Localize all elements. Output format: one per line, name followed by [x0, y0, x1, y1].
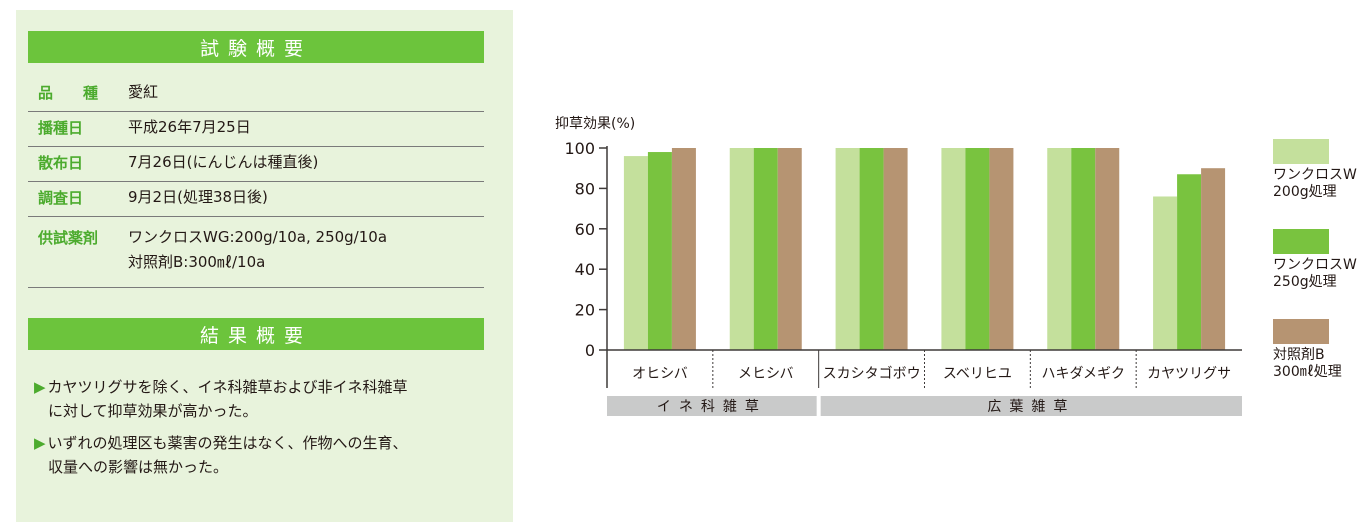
group-label: イネ科雑草: [657, 399, 767, 415]
legend-item-control-b: 対照剤B 300㎖処理: [1273, 319, 1342, 381]
legend-label: 300㎖処理: [1273, 364, 1342, 380]
legend-label: 対照剤B: [1273, 347, 1325, 363]
info-label: 品 種: [38, 84, 99, 102]
group-label: 広葉雑草: [987, 399, 1075, 415]
y-tick-label: 40: [575, 260, 595, 279]
bar: [989, 148, 1014, 350]
triangle-bullet-icon: ▶: [34, 378, 46, 396]
category-groups: イネ科雑草 広葉雑草: [607, 396, 1242, 416]
info-row-sowing-date: 播種日 平成26年7月25日: [28, 112, 484, 147]
legend-swatch: [1273, 319, 1329, 344]
info-value: 7月26日(にんじんは種直後): [128, 153, 319, 171]
legend-item-200g: ワンクロスW 200g処理: [1273, 139, 1357, 201]
bar: [1047, 148, 1072, 350]
x-axis: オヒシバ メヒシバ スカシタゴボウ スベリヒユ ハキダメギク カヤツリグサ: [606, 349, 1242, 388]
bar: [835, 148, 860, 350]
legend-label: 250g処理: [1273, 274, 1337, 290]
y-tick-label: 0: [585, 341, 595, 360]
info-row-spray-date: 散布日 7月26日(にんじんは種直後): [28, 147, 484, 182]
bullet-line: カヤツリグサを除く、イネ科雑草および非イネ科雑草: [47, 378, 408, 396]
x-tick-label: スベリヒユ: [943, 366, 1012, 382]
bar: [753, 148, 778, 350]
weed-control-chart: 抑草効果(%) 0 20 40 60 80 100 オヒシバ メヒシバ スカシタゴボウ スベリヒ…: [555, 116, 1242, 416]
legend-swatch: [1273, 139, 1329, 164]
info-value: 平成26年7月25日: [128, 118, 251, 136]
info-row-test-chemicals: 供試薬剤 ワンクロスWG:200g/10a, 250g/10a 対照剤B:300…: [28, 217, 484, 288]
bar: [671, 148, 696, 350]
y-axis-label: 抑草効果(%): [555, 116, 635, 132]
bar: [859, 148, 884, 350]
x-tick-label: メヒシバ: [738, 366, 794, 382]
info-label: 散布日: [38, 154, 84, 172]
bar: [1095, 148, 1120, 350]
legend-label: ワンクロスW: [1273, 257, 1357, 273]
info-label: 播種日: [38, 119, 84, 137]
info-value: 愛紅: [128, 83, 159, 101]
summary-panel: [16, 10, 513, 522]
x-tick-label: カヤツリグサ: [1147, 366, 1231, 382]
info-row-survey-date: 調査日 9月2日(処理38日後): [28, 182, 484, 217]
y-tick-label: 60: [575, 220, 595, 239]
triangle-bullet-icon: ▶: [34, 434, 46, 452]
test-summary-header: 試験概要: [28, 31, 484, 63]
info-value: ワンクロスWG:200g/10a, 250g/10a: [128, 228, 388, 246]
x-tick-label: ハキダメギク: [1041, 366, 1125, 382]
legend-item-250g: ワンクロスW 250g処理: [1273, 229, 1357, 291]
y-tick-label: 20: [575, 301, 595, 320]
bar: [777, 148, 802, 350]
info-value: 9月2日(処理38日後): [128, 188, 268, 206]
bar: [647, 152, 672, 350]
bullet-line: 収量への影響は無かった。: [48, 458, 229, 476]
y-tick-label: 100: [564, 139, 595, 158]
y-axis: 0 20 40 60 80 100: [564, 139, 608, 360]
y-tick-label: 80: [575, 179, 595, 198]
group-band: [607, 396, 817, 416]
bar: [1071, 148, 1096, 350]
x-tick-label: オヒシバ: [632, 366, 688, 382]
result-summary-header: 結果概要: [28, 318, 484, 350]
bar: [965, 148, 990, 350]
bar: [623, 156, 648, 350]
info-value-2: 対照剤B:300㎖/10a: [128, 253, 266, 271]
info-row-variety: 品 種 愛紅: [28, 77, 484, 112]
bar: [941, 148, 966, 350]
legend-label: 200g処理: [1273, 184, 1337, 200]
bar: [1177, 174, 1202, 350]
bar: [1153, 196, 1178, 350]
group-band: [820, 396, 1242, 416]
legend-label: ワンクロスW: [1273, 167, 1357, 183]
bullet-line: に対して抑草効果が高かった。: [48, 402, 258, 420]
bullet-line: いずれの処理区も薬害の発生はなく、作物への生育、: [47, 434, 408, 452]
x-tick-label: スカシタゴボウ: [823, 365, 921, 382]
bar: [883, 148, 908, 350]
bar-group: [623, 148, 1226, 350]
result-bullet: ▶ カヤツリグサを除く、イネ科雑草および非イネ科雑草 に対して抑草効果が高かった。: [34, 375, 488, 423]
bar: [729, 148, 754, 350]
result-bullet: ▶ いずれの処理区も薬害の発生はなく、作物への生育、 収量への影響は無かった。: [34, 431, 488, 479]
info-label: 調査日: [38, 189, 84, 207]
legend-swatch: [1273, 229, 1329, 254]
info-label: 供試薬剤: [38, 229, 99, 247]
bar: [1201, 168, 1226, 350]
